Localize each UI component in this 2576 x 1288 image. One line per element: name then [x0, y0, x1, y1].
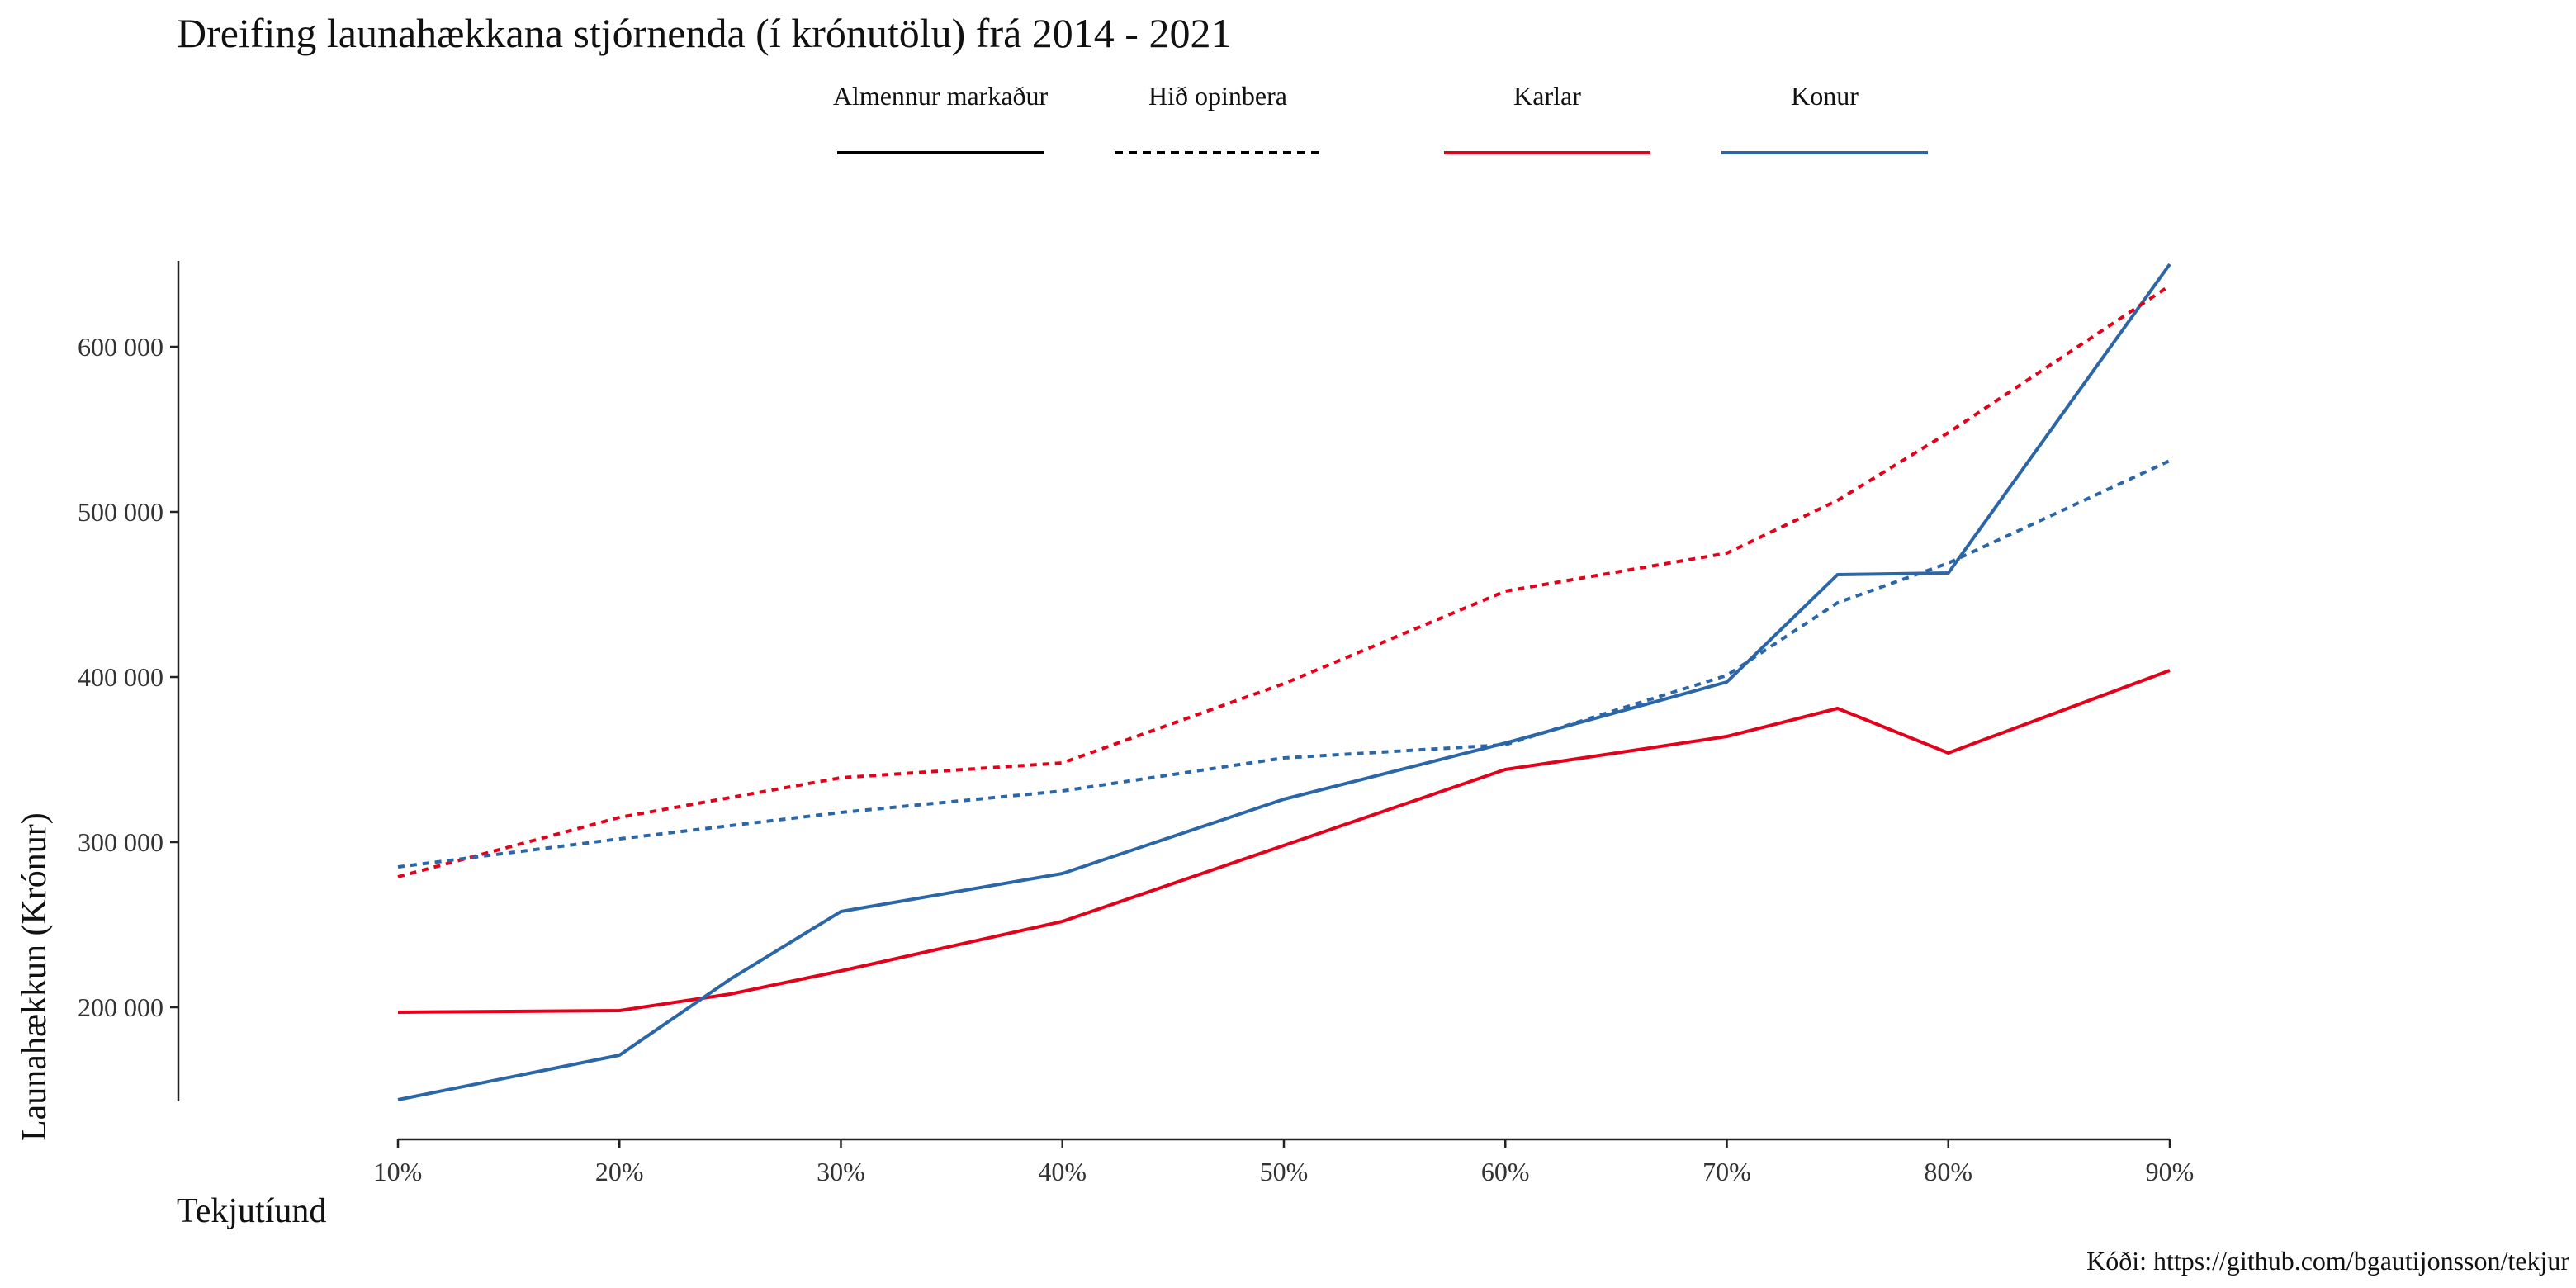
- x-tick-label-60: 60%: [1481, 1157, 1530, 1186]
- y-tick-label-600000: 600 000: [78, 332, 163, 362]
- series-line-hid-opinbera-konur: [397, 459, 2171, 869]
- x-tick-label-90: 90%: [2146, 1157, 2195, 1186]
- x-tick-label-50: 50%: [1260, 1157, 1309, 1186]
- series-line-almennur-markadur-konur: [397, 263, 2171, 1101]
- x-tick-label-30: 30%: [817, 1157, 865, 1186]
- x-tick-label-70: 70%: [1702, 1157, 1751, 1186]
- legend-label-karlar: Karlar: [1513, 81, 1581, 111]
- legend: Almennur markaður Hið opinbera Karlar Ko…: [833, 81, 1928, 154]
- x-axis-title: Tekjutíund: [177, 1192, 326, 1230]
- y-tick-label-500000: 500 000: [78, 497, 163, 527]
- x-tick-label-80: 80%: [1924, 1157, 1972, 1186]
- chart-title: Dreifing launahækkana stjórnenda (í krón…: [177, 10, 1231, 56]
- x-tick-label-20: 20%: [595, 1157, 644, 1186]
- series-layer: [397, 263, 2171, 1101]
- y-ticks: 200 000 300 000 400 000 500 000 600 000: [78, 332, 178, 1022]
- series-line-almennur-markadur-karlar: [397, 669, 2171, 1014]
- y-axis-title: Launahækkun (Krónur): [16, 812, 54, 1141]
- legend-label-konur: Konur: [1791, 81, 1859, 111]
- y-tick-label-200000: 200 000: [78, 992, 163, 1022]
- caption: Kóði: https://github.com/bgautijonsson/t…: [2086, 1246, 2569, 1276]
- x-tick-label-40: 40%: [1038, 1157, 1087, 1186]
- legend-label-hid-opinbera: Hið opinbera: [1148, 81, 1287, 111]
- series-line-hid-opinbera-karlar: [397, 284, 2171, 878]
- y-tick-label-300000: 300 000: [78, 827, 163, 857]
- x-ticks: 10% 20% 30% 40% 50% 60% 70% 80% 90%: [374, 1139, 2195, 1186]
- y-tick-label-400000: 400 000: [78, 662, 163, 692]
- legend-label-almennur-markadur: Almennur markaður: [833, 81, 1049, 111]
- x-tick-label-10: 10%: [374, 1157, 423, 1186]
